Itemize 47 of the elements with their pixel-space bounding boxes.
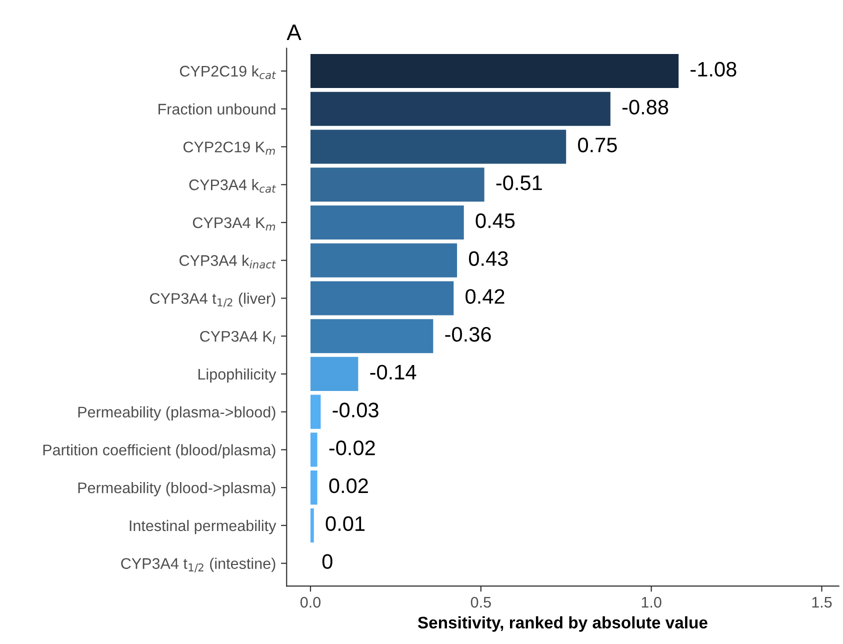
x-tick-label: 0.0 <box>300 596 320 608</box>
y-tick-label: Lipophilicity <box>198 368 276 383</box>
bar <box>310 168 484 202</box>
y-tick-label: CYP3A4 t$_{1/2}$ (intestine) <box>121 558 276 572</box>
annotation: -0.02 <box>329 440 375 456</box>
bar <box>310 356 358 392</box>
annotation: -0.14 <box>370 364 416 380</box>
bar <box>310 432 318 467</box>
annotation: -0.03 <box>332 402 378 418</box>
annotation: 0 <box>322 554 332 569</box>
bar <box>310 54 679 88</box>
annotation: 0.02 <box>329 478 368 494</box>
annotation: 0.45 <box>476 213 515 228</box>
y-tick-label: CYP2C19 k$_{cat}$ <box>180 65 276 80</box>
bar <box>310 130 566 164</box>
y-tick-label: Intestinal permeability <box>130 520 276 534</box>
annotation: -0.36 <box>445 326 491 342</box>
annotation: 0.75 <box>578 138 617 152</box>
annotation: 0.43 <box>468 251 508 266</box>
bar <box>310 281 454 316</box>
annotation: 0.42 <box>466 289 504 304</box>
y-tick-label: Permeability (blood->plasma) <box>78 482 276 496</box>
y-tick-label: CYP3A4 k$_{inact}$ <box>180 254 276 268</box>
y-tick-label: CYP3A4 K$_{m}$ <box>192 217 276 231</box>
x-tick-label: 0.5 <box>470 596 491 608</box>
annotation: 0.01 <box>326 516 365 532</box>
x-axis-title: Sensitivity, ranked by absolute value <box>418 616 708 632</box>
bar <box>310 394 321 429</box>
annotation: -0.51 <box>496 175 542 190</box>
annotation: -1.08 <box>690 62 736 77</box>
y-tick-label: CYP3A4 K$_{I}$ <box>200 330 276 344</box>
annotation: -0.88 <box>622 100 668 114</box>
bar <box>310 205 464 240</box>
x-tick-label: 1.0 <box>642 596 662 608</box>
bar <box>310 92 610 126</box>
y-tick-label: Partition coefficient (blood/plasma) <box>43 444 276 458</box>
y-tick-label: CYP2C19 K$_{m}$ <box>183 142 275 155</box>
bar <box>310 243 458 278</box>
bar <box>310 319 434 354</box>
y-tick-label: CYP3A4 k$_{cat}$ <box>189 179 276 193</box>
x-tick-label: 1.5 <box>812 597 832 608</box>
y-tick-label: Permeability (plasma->blood) <box>78 406 276 421</box>
chart-title: A <box>286 24 302 40</box>
bar <box>310 508 314 542</box>
bar <box>310 470 318 505</box>
y-tick-label: Fraction unbound <box>158 103 276 115</box>
y-tick-label: CYP3A4 t$_{1/2}$ (liver) <box>150 292 276 308</box>
